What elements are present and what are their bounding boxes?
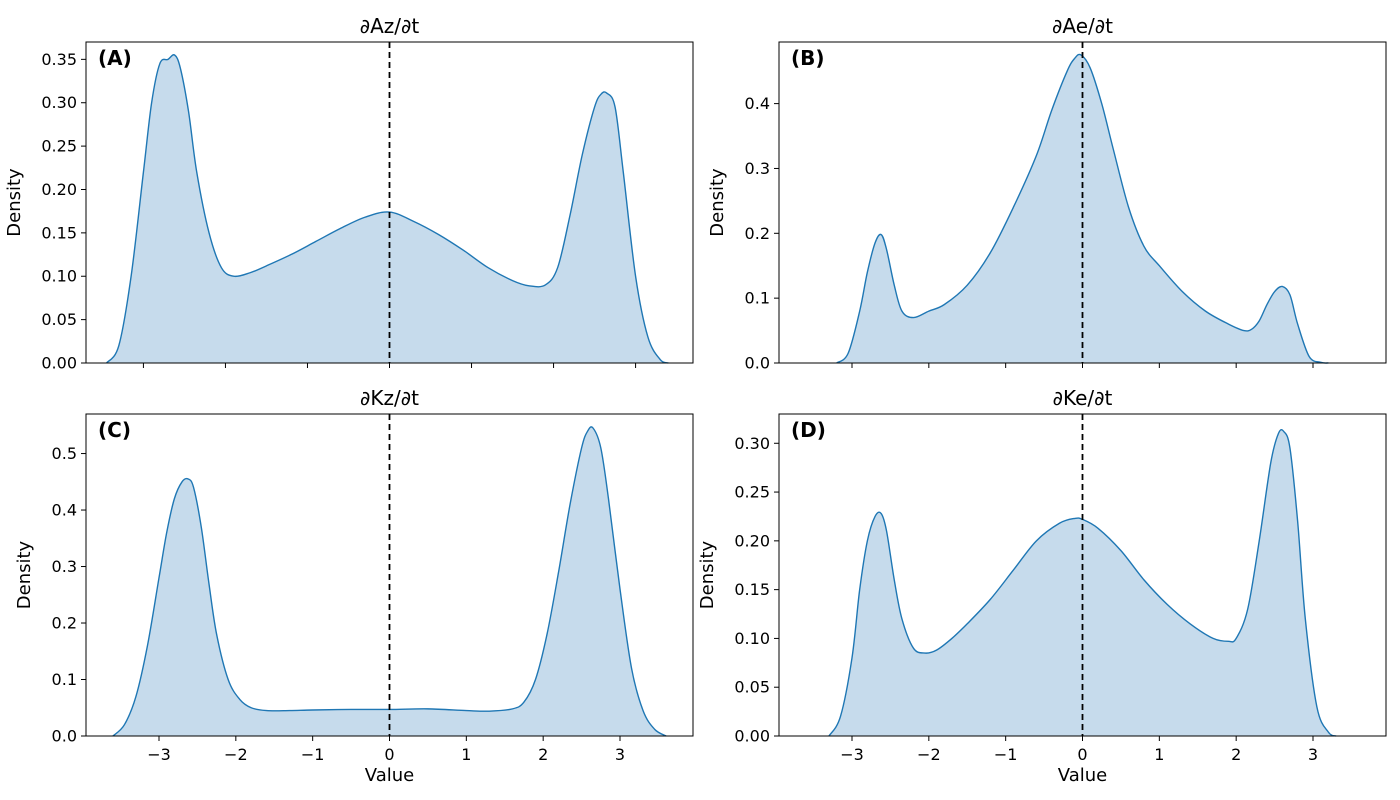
chart-title: ∂Az/∂t [360, 14, 420, 38]
x-tick-label: 1 [1154, 745, 1164, 764]
y-tick-label: 0.20 [734, 531, 770, 550]
y-tick-label: 0.10 [734, 629, 770, 648]
x-tick-label: 2 [1231, 745, 1241, 764]
chart-title: ∂Ae/∂t [1052, 14, 1113, 38]
x-tick-label: 3 [615, 745, 625, 764]
panel-label: (B) [791, 46, 825, 70]
chart-title: ∂Kz/∂t [360, 386, 419, 410]
y-tick-label: 0.00 [734, 727, 770, 746]
y-tick-label: 0.2 [745, 224, 770, 243]
y-tick-label: 0.05 [41, 310, 77, 329]
panel-2: 0.0 0.1 0.2 0.3 0.4 ∂Ae/∂t (B) Density [707, 14, 1387, 373]
y-tick-label: 0.15 [41, 223, 77, 242]
x-tick-label: −1 [301, 745, 325, 764]
panel-3: 0.0 0.1 0.2 0.3 0.4 0.5 −3 −2 −1 0 1 2 3 ∂Kz/∂t (C) Den… [14, 386, 694, 786]
y-tick-label: 0.30 [41, 93, 77, 112]
x-tick-label: −1 [994, 745, 1018, 764]
y-tick-label: 0.20 [41, 180, 77, 199]
density-line [836, 53, 1329, 364]
x-tick-label: 1 [461, 745, 471, 764]
y-tick-label: 0.25 [734, 483, 770, 502]
y-tick-label: 0.15 [734, 580, 770, 599]
density-fill [112, 426, 667, 736]
density-line [828, 428, 1337, 737]
y-tick-label: 0.4 [52, 501, 77, 520]
chart-title: ∂Ke/∂t [1053, 386, 1113, 410]
y-tick-label: 0.35 [41, 50, 77, 69]
y-tick-label: 0.3 [745, 159, 770, 178]
x-tick-label: −2 [224, 745, 248, 764]
y-tick-label: 0.0 [52, 727, 77, 746]
y-tick-label: 0.00 [41, 354, 77, 373]
x-tick-label: 3 [1308, 745, 1318, 764]
y-tick-label: 0.0 [745, 354, 770, 373]
density-line [112, 426, 667, 737]
y-tick-label: 0.05 [734, 678, 770, 697]
y-tick-label: 0.25 [41, 137, 77, 156]
y-tick-label: 0.2 [52, 614, 77, 633]
y-tick-label: 0.5 [52, 444, 77, 463]
x-axis-label: Value [1058, 765, 1107, 786]
x-axis-label: Value [365, 765, 414, 786]
x-tick-label: 2 [538, 745, 548, 764]
density-fill [828, 429, 1337, 736]
y-tick-label: 0.10 [41, 267, 77, 286]
y-tick-label: 0.1 [52, 670, 77, 689]
panel-label: (D) [791, 418, 826, 442]
y-tick-label: 0.4 [745, 94, 770, 113]
density-line [105, 54, 669, 364]
panel-1: 0.00 0.05 0.10 0.15 0.20 0.25 0.30 0.35 ∂Az/∂t (A… [4, 14, 694, 373]
x-tick-label: −3 [147, 745, 171, 764]
panel-label: (A) [98, 46, 132, 70]
y-axis-label: Density [707, 168, 728, 237]
panel-label: (C) [98, 418, 131, 442]
panel-4: 0.00 0.05 0.10 0.15 0.20 0.25 0.30 −3 −2 −1 0 1 2 3 ∂K… [697, 386, 1387, 786]
y-tick-label: 0.3 [52, 557, 77, 576]
x-tick-label: 0 [1077, 745, 1087, 764]
y-tick-label: 0.30 [734, 434, 770, 453]
x-tick-label: 0 [384, 745, 394, 764]
y-tick-label: 0.1 [745, 289, 770, 308]
y-axis-label: Density [14, 540, 35, 609]
y-axis-label: Density [697, 540, 718, 609]
density-fill [836, 54, 1329, 364]
y-axis-label: Density [4, 168, 25, 237]
x-tick-label: −3 [840, 745, 864, 764]
x-tick-label: −2 [917, 745, 941, 764]
density-fill [106, 54, 669, 364]
